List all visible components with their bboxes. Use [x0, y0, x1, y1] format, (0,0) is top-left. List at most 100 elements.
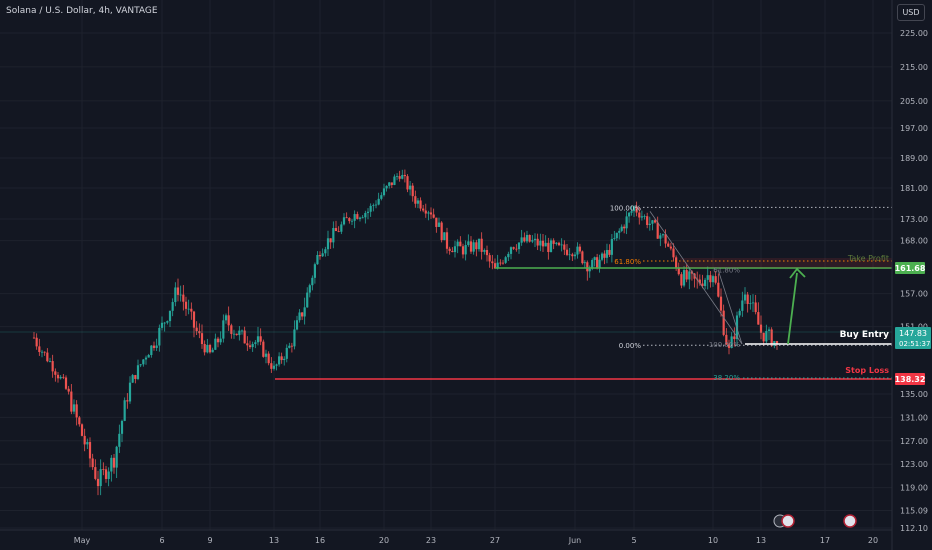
- candle: [719, 296, 723, 311]
- candle: [775, 341, 779, 344]
- candle: [576, 246, 579, 255]
- candle: [235, 333, 238, 336]
- candle: [618, 230, 621, 233]
- candle: [706, 275, 709, 280]
- candle: [32, 337, 36, 339]
- candle: [115, 446, 118, 468]
- candle: [374, 204, 378, 206]
- candle: [184, 301, 188, 309]
- candle: [160, 322, 164, 328]
- candle: [536, 238, 539, 246]
- currency-button[interactable]: USD: [897, 4, 925, 21]
- candle: [608, 249, 611, 255]
- candle: [35, 337, 38, 347]
- candle: [316, 255, 319, 265]
- us-flag-icon[interactable]: [781, 514, 795, 528]
- candle: [664, 234, 667, 244]
- candle: [246, 343, 249, 346]
- candle: [219, 338, 222, 343]
- y-tick-label: 135.00: [900, 390, 928, 399]
- candle: [208, 344, 212, 353]
- candle: [179, 294, 182, 296]
- candle: [131, 375, 134, 383]
- fib-level-label: 100.00%: [709, 341, 740, 349]
- take-profit-zone: [680, 258, 892, 268]
- candle: [578, 246, 582, 252]
- candle: [596, 257, 599, 269]
- candle: [166, 321, 169, 323]
- candle: [393, 176, 396, 185]
- candle: [605, 249, 609, 258]
- event-icons[interactable]: [773, 514, 857, 528]
- candle: [51, 361, 54, 372]
- take-profit-price-label: 161.68: [895, 264, 926, 273]
- candle: [591, 259, 594, 269]
- candle: [440, 222, 443, 241]
- y-tick-label: 205.00: [900, 97, 928, 106]
- candle: [754, 302, 757, 313]
- stop-loss-label: Stop Loss: [845, 366, 889, 375]
- candle: [152, 345, 156, 348]
- candle: [770, 329, 773, 346]
- candle: [722, 310, 725, 335]
- candle: [661, 234, 665, 236]
- y-tick-label: 123.00: [900, 460, 928, 469]
- candle: [651, 220, 654, 224]
- candle: [163, 322, 166, 324]
- candle: [243, 330, 246, 344]
- candle: [86, 442, 89, 445]
- candle: [499, 262, 502, 264]
- fib-level-label: 0.00%: [619, 342, 642, 350]
- us-flag-icon[interactable]: [843, 514, 857, 528]
- candle: [192, 311, 196, 328]
- fib-level-label: 61.80%: [614, 258, 641, 266]
- candle: [525, 234, 529, 242]
- candle: [680, 274, 683, 286]
- candle: [743, 294, 747, 301]
- candle: [214, 338, 217, 350]
- last-price-label: 147.83: [899, 329, 927, 338]
- candle: [627, 212, 631, 217]
- candle: [353, 214, 356, 221]
- candle: [398, 176, 401, 179]
- candle: [677, 267, 680, 275]
- candle: [203, 344, 206, 353]
- candle: [270, 363, 273, 369]
- candle: [528, 234, 531, 242]
- y-tick-label: 173.00: [900, 215, 928, 224]
- candle: [632, 206, 636, 212]
- candle: [248, 345, 252, 348]
- x-tick-label: Jun: [568, 536, 582, 545]
- buy-entry-label: Buy Entry: [840, 330, 890, 340]
- candle: [555, 242, 558, 244]
- candle: [643, 216, 646, 217]
- candle: [301, 312, 304, 317]
- price-axis[interactable]: [892, 0, 932, 550]
- x-tick-label: 27: [490, 536, 500, 545]
- fib-level-label: 100.00%: [610, 204, 641, 212]
- candle: [283, 358, 286, 361]
- countdown-label: 02:51:37: [899, 340, 930, 348]
- candle: [337, 231, 340, 232]
- candle: [251, 343, 254, 348]
- x-tick-label: May: [74, 536, 91, 545]
- x-tick-label: 13: [269, 536, 279, 545]
- candle: [342, 217, 346, 225]
- candle: [88, 442, 92, 459]
- candle: [593, 257, 596, 260]
- candle: [475, 242, 478, 250]
- candle: [350, 220, 354, 222]
- candle: [549, 240, 553, 253]
- candle: [390, 182, 393, 185]
- candle: [603, 253, 606, 258]
- candle: [311, 277, 314, 286]
- candle: [541, 240, 545, 247]
- candle: [515, 248, 518, 250]
- candle: [539, 240, 542, 246]
- candle: [329, 238, 332, 243]
- candle: [512, 247, 515, 249]
- candle: [227, 315, 230, 326]
- candle: [356, 214, 359, 219]
- candle: [216, 338, 220, 343]
